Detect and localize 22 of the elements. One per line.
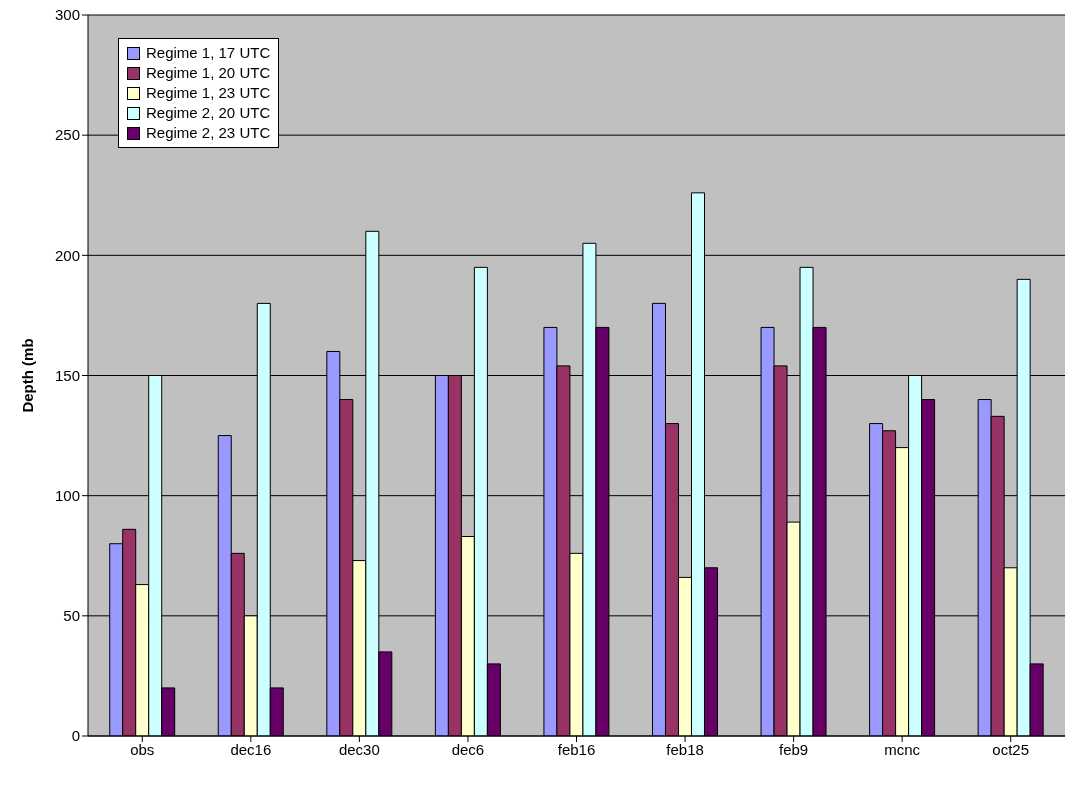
x-tick-label: dec16 <box>230 740 272 758</box>
legend-label: Regime 2, 23 UTC <box>146 123 271 143</box>
x-tick-label: mcnc <box>884 740 921 758</box>
y-tick-label: 300 <box>54 6 80 24</box>
x-tick-label: dec6 <box>451 740 485 758</box>
legend-label: Regime 2, 20 UTC <box>146 103 271 123</box>
x-tick-label: feb18 <box>666 740 704 758</box>
y-tick-label: 100 <box>54 486 80 504</box>
legend-label: Regime 1, 20 UTC <box>146 63 271 83</box>
y-tick-label: 250 <box>54 126 80 144</box>
x-tick-label: feb16 <box>557 740 596 758</box>
x-tick-label: feb9 <box>779 740 809 758</box>
legend-label: Regime 1, 17 UTC <box>146 43 271 63</box>
y-tick-label: 0 <box>71 727 80 745</box>
y-axis-title: Depth (mb <box>19 338 37 413</box>
x-tick-label: obs <box>130 740 155 758</box>
y-tick-label: 200 <box>54 246 80 264</box>
legend-label: Regime 1, 23 UTC <box>146 83 271 103</box>
x-tick-label: dec30 <box>338 740 380 758</box>
x-tick-label: oct25 <box>992 740 1030 758</box>
y-tick-label: 50 <box>63 607 80 625</box>
y-tick-label: 150 <box>54 366 80 384</box>
